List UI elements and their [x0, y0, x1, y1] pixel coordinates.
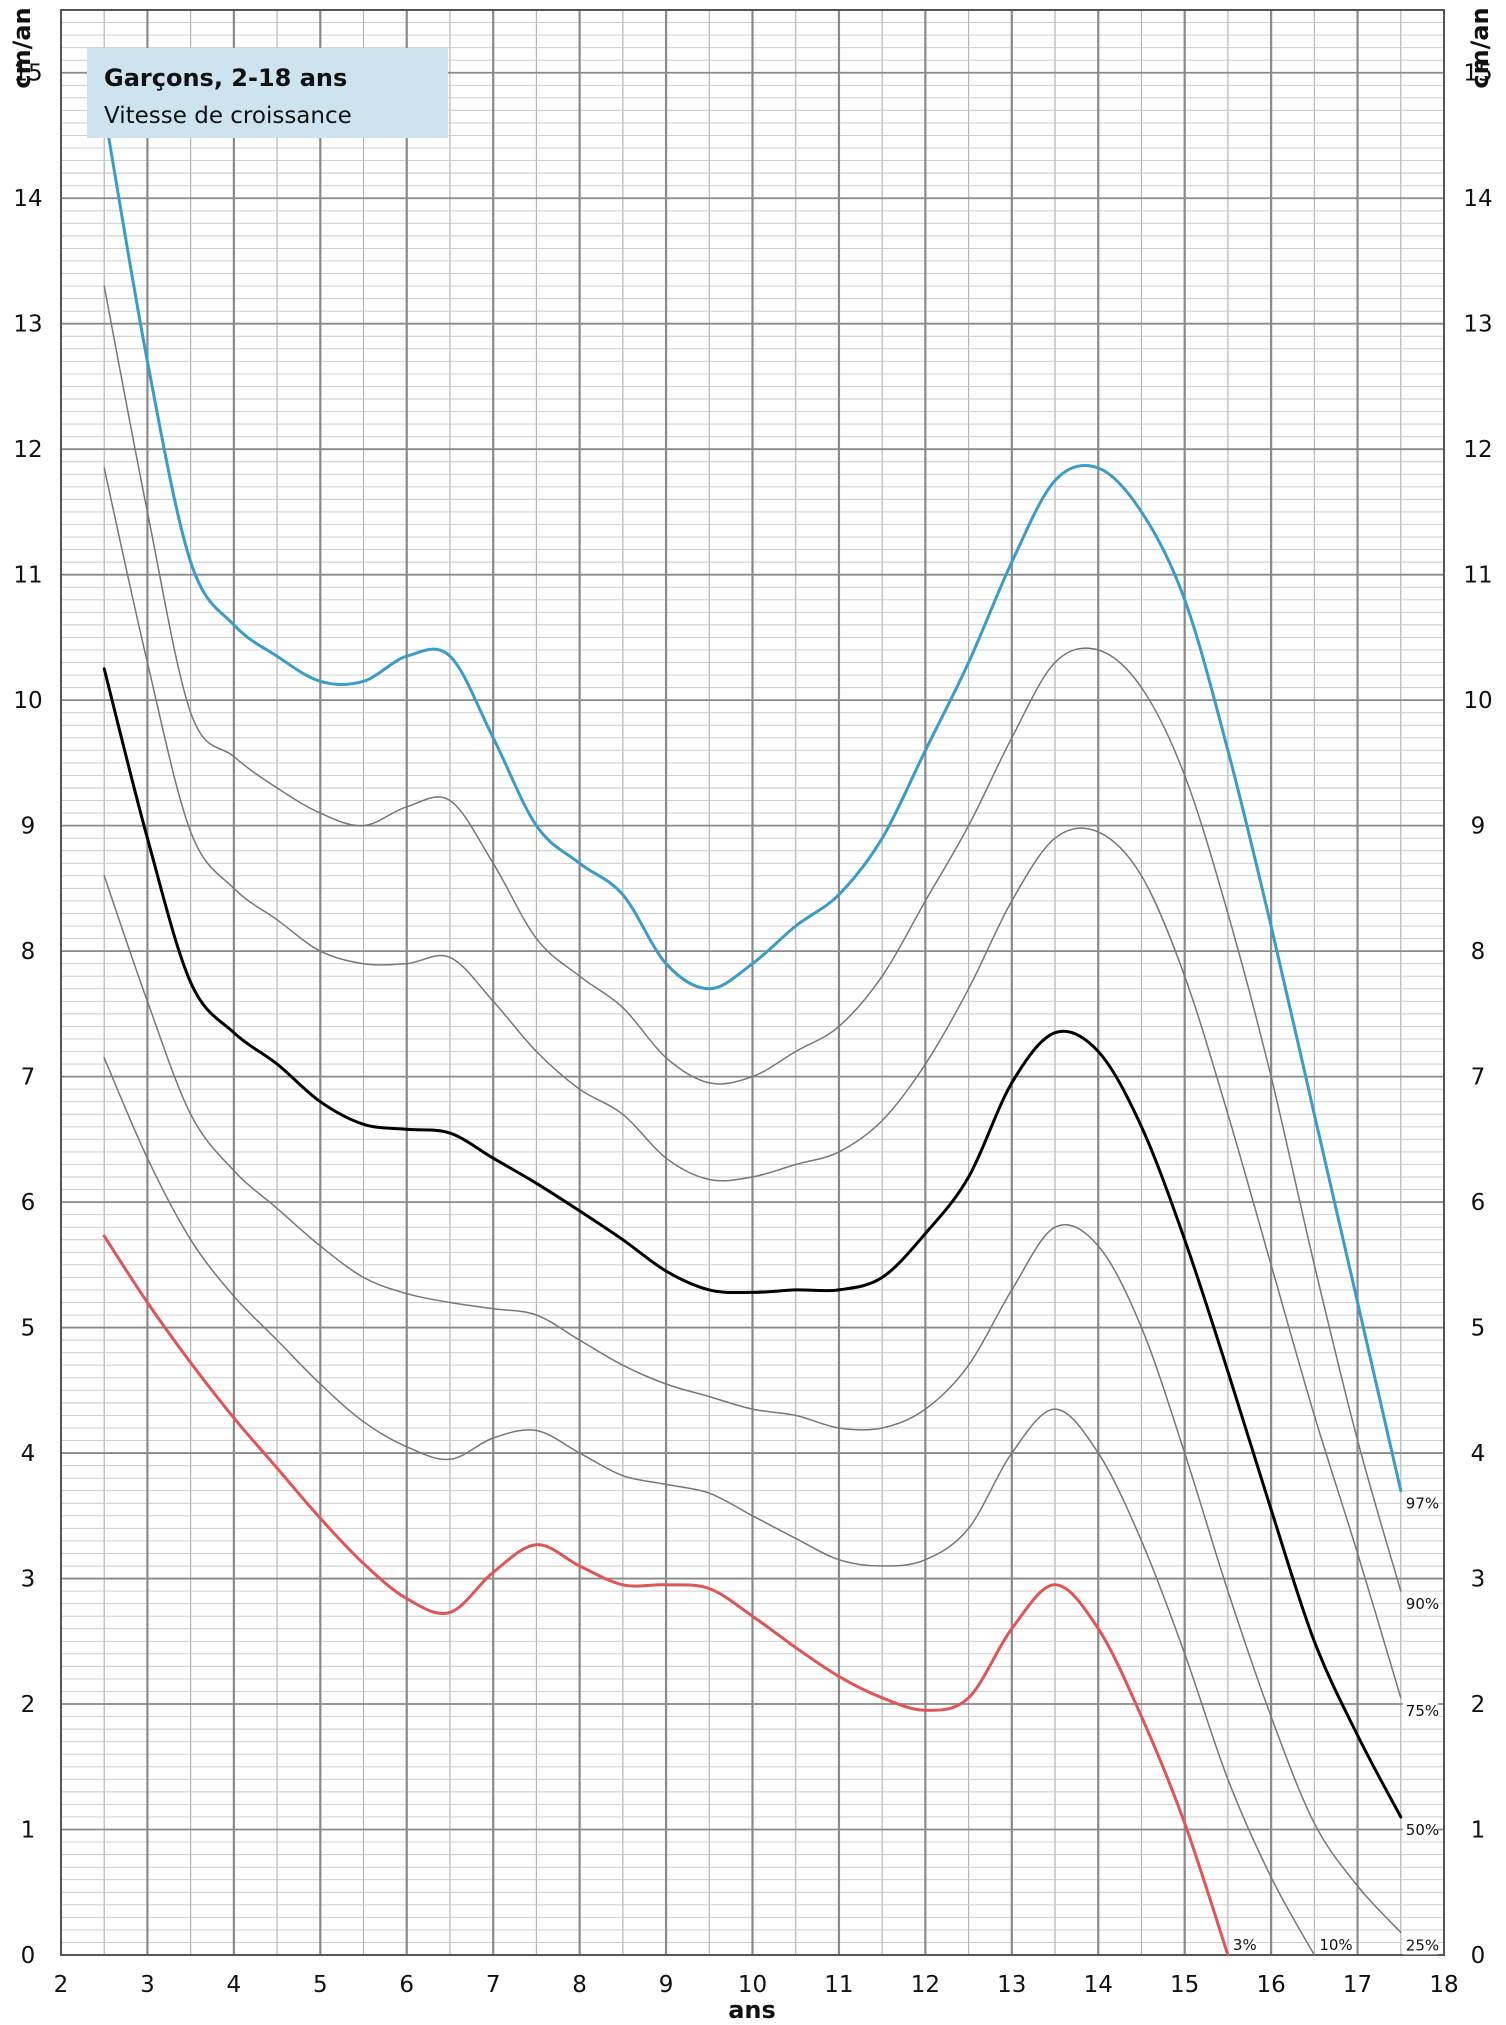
- y-tick-label-right: 3: [1471, 1567, 1486, 1593]
- y-tick-label-right: 10: [1463, 688, 1492, 714]
- percentile-label-bg: [1316, 1935, 1352, 1954]
- y-tick-label-left: 0: [21, 1943, 36, 1969]
- x-tick-label: 13: [997, 1972, 1026, 1998]
- series-line-p90: [103, 285, 1402, 1592]
- percentile-label-bg: [1229, 1935, 1256, 1954]
- y-tick-label-right: 2: [1471, 1692, 1486, 1718]
- x-tick-label: 10: [738, 1972, 767, 1998]
- x-tick-label: 2: [54, 1972, 69, 1998]
- y-tick-label-left: 7: [21, 1065, 36, 1091]
- percentile-label-bg: [1402, 1819, 1438, 1839]
- percentile-label-p50: 50%: [1406, 1821, 1439, 1839]
- y-tick-label-right: 4: [1471, 1441, 1486, 1467]
- y-tick-label-left: 1: [21, 1818, 36, 1844]
- y-tick-label-left: 9: [21, 814, 36, 840]
- x-tick-label: 17: [1343, 1972, 1372, 1998]
- percentile-label-bg: [1402, 1700, 1438, 1720]
- percentile-labels: 97% 90% 75% 50% 25% 10% 3%: [1229, 1493, 1439, 1955]
- series-line-p25: [103, 875, 1402, 1934]
- x-tick-label: 8: [572, 1972, 587, 1998]
- plot-border: [60, 9, 1445, 1956]
- major-grid: [61, 10, 1444, 1955]
- y-tick-label-right: 1: [1471, 1818, 1486, 1844]
- x-tick-label: 9: [659, 1972, 674, 1998]
- y-tick-label-left: 15: [13, 61, 42, 87]
- series-line-p50: [102, 667, 1403, 1819]
- percentile-label-bg: [1402, 1935, 1438, 1955]
- y-tick-label-right: 11: [1463, 563, 1492, 589]
- y-axis-label-right: cm/an: [1466, 7, 1494, 88]
- x-tick-labels: 2 3 4 5 6 7 8 9 10 11 12 13 14 15 16 17 18: [54, 1972, 1459, 1998]
- y-tick-label-right: 14: [1463, 186, 1492, 212]
- y-tick-label-left: 13: [13, 312, 42, 338]
- x-tick-label: 16: [1256, 1972, 1285, 1998]
- y-tick-label-left: 6: [21, 1190, 36, 1216]
- percentile-label-p75: 75%: [1406, 1702, 1439, 1720]
- y-tick-label-right: 12: [1463, 437, 1492, 463]
- y-tick-label-left: 12: [13, 437, 42, 463]
- y-tick-label-left: 4: [21, 1441, 36, 1467]
- series-line-p3: [102, 1234, 1230, 1957]
- series-layer: [102, 108, 1403, 1957]
- y-tick-label-left: 3: [21, 1567, 36, 1593]
- percentile-label-bg: [1402, 1493, 1438, 1513]
- x-tick-label: 15: [1170, 1972, 1199, 1998]
- series-line-p75: [103, 467, 1402, 1699]
- x-tick-label: 6: [399, 1972, 414, 1998]
- percentile-label-p90: 90%: [1406, 1595, 1439, 1613]
- y-tick-label-right: 0: [1471, 1943, 1486, 1969]
- y-tick-label-left: 5: [21, 1316, 36, 1342]
- x-axis-label: ans: [728, 1996, 776, 2024]
- title-box: Garçons, 2-18 ans Vitesse de croissance: [87, 48, 448, 138]
- y-tick-label-left: 11: [13, 563, 42, 589]
- y-tick-label-right: 5: [1471, 1316, 1486, 1342]
- x-tick-label: 12: [911, 1972, 940, 1998]
- y-tick-label-left: 2: [21, 1692, 36, 1718]
- series-line-p10: [103, 1057, 1316, 1956]
- x-tick-label: 3: [140, 1972, 155, 1998]
- title-box-background: [87, 48, 448, 138]
- y-tick-label-right: 8: [1471, 939, 1486, 965]
- y-tick-label-right: 6: [1471, 1190, 1486, 1216]
- chart-subtitle: Vitesse de croissance: [104, 103, 352, 129]
- y-tick-label-right: 15: [1463, 61, 1492, 87]
- x-tick-label: 7: [486, 1972, 501, 1998]
- x-tick-label: 11: [824, 1972, 853, 1998]
- percentile-label-p97: 97%: [1406, 1495, 1439, 1513]
- y-axis-label-left: cm/an: [8, 7, 36, 88]
- x-tick-label: 18: [1429, 1972, 1458, 1998]
- y-tick-label-left: 8: [21, 939, 36, 965]
- y-tick-label-right: 13: [1463, 312, 1492, 338]
- y-tick-label-left: 14: [13, 186, 42, 212]
- percentile-label-bg: [1402, 1594, 1438, 1614]
- x-tick-label: 5: [313, 1972, 328, 1998]
- y-tick-label-left: 10: [13, 688, 42, 714]
- percentile-label-p25: 25%: [1406, 1936, 1439, 1954]
- percentile-label-p3: 3%: [1233, 1936, 1257, 1954]
- x-tick-label: 14: [1084, 1972, 1113, 1998]
- series-line-p97: [102, 108, 1403, 1493]
- y-tick-label-right: 7: [1471, 1065, 1486, 1091]
- y-tick-label-right: 9: [1471, 814, 1486, 840]
- chart-title: Garçons, 2-18 ans: [104, 64, 347, 92]
- percentile-label-p10: 10%: [1319, 1936, 1352, 1954]
- x-tick-label: 4: [227, 1972, 242, 1998]
